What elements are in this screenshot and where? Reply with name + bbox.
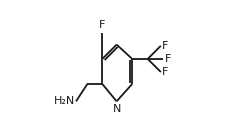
Text: F: F	[164, 54, 171, 64]
Text: F: F	[162, 67, 168, 77]
Text: F: F	[99, 20, 105, 30]
Text: F: F	[162, 41, 168, 51]
Text: H₂N: H₂N	[54, 96, 75, 106]
Text: N: N	[112, 104, 121, 114]
